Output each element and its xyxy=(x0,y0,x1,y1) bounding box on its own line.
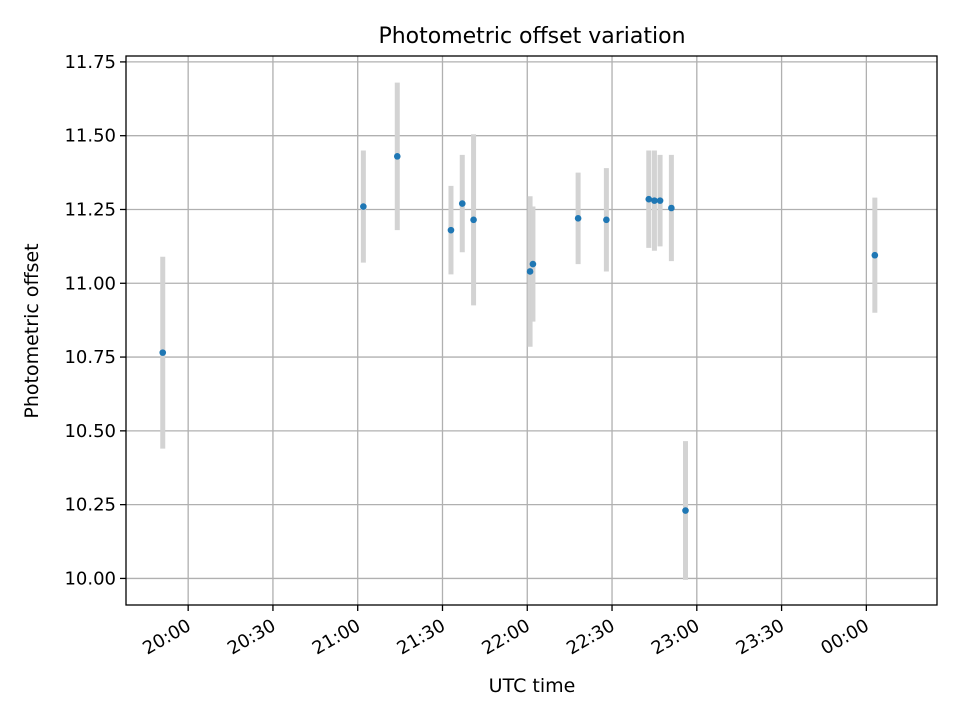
data-point xyxy=(458,200,466,207)
data-point xyxy=(656,197,664,204)
y-tick-label: 11.50 xyxy=(64,126,116,147)
data-point xyxy=(651,197,658,204)
y-tick-label: 10.25 xyxy=(64,495,116,516)
data-point xyxy=(871,251,879,259)
x-axis-label: UTC time xyxy=(489,675,576,697)
data-point xyxy=(470,216,477,224)
y-tick-label: 10.00 xyxy=(64,568,116,589)
y-axis: 10.00 10.25 10.50 10.75 11.00 11.25 11.50 11.75 xyxy=(64,52,126,589)
data-point xyxy=(360,203,367,210)
data-point xyxy=(529,260,537,268)
data-point xyxy=(447,226,455,234)
chart-title: Photometric offset variation xyxy=(378,24,685,49)
data-point xyxy=(393,153,401,160)
y-tick-label: 11.75 xyxy=(64,52,116,73)
y-tick-label: 11.00 xyxy=(64,273,116,294)
plot-frame xyxy=(125,55,938,606)
data-point xyxy=(159,349,167,356)
data-point xyxy=(574,215,582,222)
data-point xyxy=(526,268,534,275)
y-axis-label: Photometric offset xyxy=(21,243,43,418)
y-tick-label: 11.25 xyxy=(64,199,116,220)
y-tick-label: 10.75 xyxy=(64,347,116,368)
data-point xyxy=(645,195,653,203)
data-point xyxy=(603,216,610,224)
y-tick-label: 10.50 xyxy=(64,421,116,442)
data-point xyxy=(668,204,675,212)
data-points xyxy=(159,153,879,514)
data-point xyxy=(682,507,689,514)
